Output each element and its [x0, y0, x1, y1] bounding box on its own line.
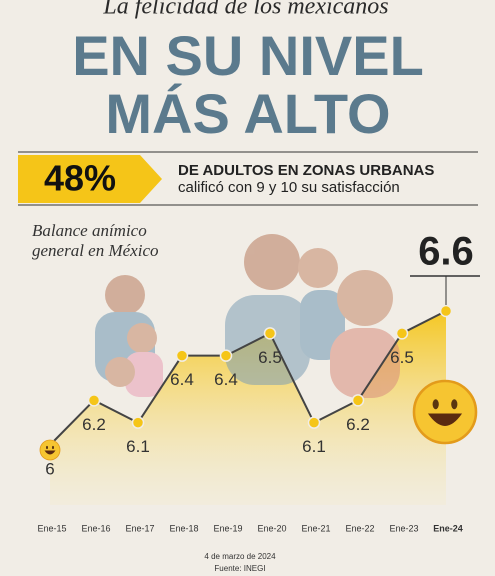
- value-label: 6: [45, 459, 54, 478]
- chart-title: general en México: [32, 241, 159, 260]
- callout-line: calificó con 9 y 10 su satisfacción: [178, 179, 400, 196]
- x-tick-label: Ene-22: [345, 523, 374, 533]
- footer-date: 4 de marzo de 2024: [204, 552, 276, 561]
- line: [49, 310, 447, 446]
- footer-source: Fuente: INEGI: [214, 564, 265, 573]
- x-tick-label: Ene-17: [125, 523, 154, 533]
- chart-title: Balance anímico: [32, 221, 147, 240]
- emoji-mouth: [44, 450, 56, 455]
- emoji-mouth: [427, 413, 463, 426]
- value-label: 6.5: [258, 348, 282, 367]
- title-line: EN SU NIVEL: [72, 24, 424, 87]
- value-label: 6.5: [390, 348, 414, 367]
- kicker: La felicidad de los mexicanos: [102, 0, 388, 20]
- point: [351, 394, 365, 407]
- callout-badge: [18, 155, 162, 203]
- emoji-eye: [46, 445, 48, 450]
- x-tick-label: Ene-21: [301, 523, 330, 533]
- point: [87, 394, 101, 407]
- area: [50, 311, 446, 505]
- point: [131, 416, 145, 429]
- x-tick-label: Ene-16: [81, 523, 110, 533]
- point: [439, 304, 453, 318]
- value-label: 6.1: [126, 437, 150, 456]
- point: [263, 327, 277, 340]
- emoji: [39, 439, 61, 461]
- x-tick-label: Ene-20: [257, 523, 286, 533]
- emoji: [412, 379, 478, 445]
- x-tick-label: Ene-19: [213, 523, 242, 533]
- value-label: 6.2: [82, 415, 106, 434]
- point: [307, 416, 321, 429]
- title-line: MÁS ALTO: [105, 82, 390, 145]
- x-tick-label: Ene-15: [37, 523, 66, 533]
- emoji-eye: [432, 399, 439, 410]
- emoji-eye: [451, 399, 458, 410]
- x-tick-label: Ene-23: [389, 523, 418, 533]
- value-label: 6.2: [346, 415, 370, 434]
- people-illustration: [95, 234, 400, 398]
- point: [175, 349, 189, 362]
- callout-line: DE ADULTOS EN ZONAS URBANAS: [178, 162, 434, 179]
- value-label: 6.4: [214, 370, 238, 389]
- x-tick-label: Ene-18: [169, 523, 198, 533]
- x-tick-label: Ene-24: [433, 523, 463, 533]
- emoji-eye: [52, 445, 54, 450]
- value-label: 6.4: [170, 370, 194, 389]
- point: [395, 327, 409, 340]
- value-label: 6.1: [302, 437, 326, 456]
- value-label: 6.6: [418, 230, 474, 274]
- callout-figure: 48%: [44, 158, 116, 199]
- point: [219, 349, 233, 362]
